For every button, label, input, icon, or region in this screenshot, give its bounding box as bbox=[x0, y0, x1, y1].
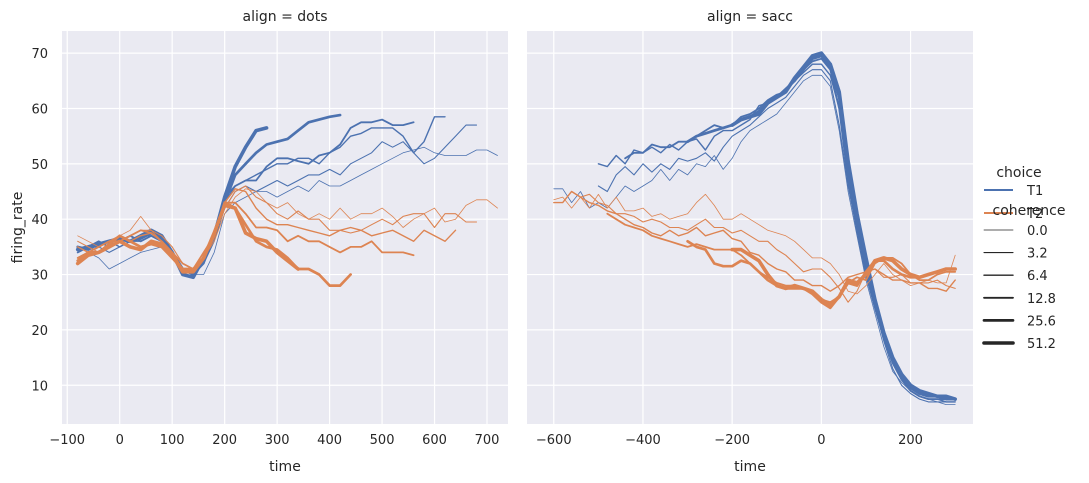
series-line-t2-coh-25-6 bbox=[686, 239, 957, 310]
series-lines bbox=[553, 51, 958, 406]
x-tick-label: −100 bbox=[49, 433, 85, 448]
x-tick-label: 500 bbox=[370, 433, 395, 448]
series-line-t1-coh-51-2 bbox=[730, 51, 958, 401]
panel-align-sacc: −600 −400 −200 0 200 align = sacc time bbox=[527, 9, 973, 475]
panel-title: align = dots bbox=[243, 9, 328, 25]
legend-label-t1: T1 bbox=[1026, 184, 1043, 199]
x-tick-label: 100 bbox=[160, 433, 185, 448]
legend-label-t2: T2 bbox=[1026, 207, 1043, 222]
series-line-t2-coh-12-8 bbox=[76, 201, 415, 270]
series-line-t2-coh-6-4 bbox=[553, 190, 956, 292]
legend-coherence-label: 0.0 bbox=[1027, 224, 1048, 239]
y-tick-label: 50 bbox=[31, 158, 48, 173]
y-tick-label: 60 bbox=[31, 102, 48, 117]
series-line-t2-coh-51-2 bbox=[75, 203, 300, 274]
series-line-t2-coh-51-2 bbox=[730, 247, 958, 307]
legend-choice-entries: T1 T2 bbox=[984, 184, 1043, 222]
plot-background bbox=[527, 31, 973, 424]
x-tick-label: 200 bbox=[898, 433, 923, 448]
series-line-t1-coh-3-2 bbox=[597, 69, 956, 403]
x-tick-label: 200 bbox=[212, 433, 237, 448]
x-tick-label: 300 bbox=[265, 433, 290, 448]
x-tick-label: 0 bbox=[116, 433, 124, 448]
y-tick-label: 40 bbox=[31, 213, 48, 228]
x-axis-label: time bbox=[734, 459, 766, 475]
y-tick-label: 70 bbox=[31, 47, 48, 62]
x-tick-label: −400 bbox=[625, 433, 661, 448]
legend-coherence-label: 51.2 bbox=[1027, 337, 1056, 352]
x-tick-label: 0 bbox=[817, 433, 825, 448]
x-axis-label: time bbox=[269, 459, 301, 475]
series-line-t1-coh-0-0 bbox=[553, 74, 956, 406]
x-tick-label: 400 bbox=[317, 433, 342, 448]
series-line-t2-coh-0-0 bbox=[553, 193, 956, 295]
y-tick-label: 20 bbox=[31, 324, 48, 339]
series-line-t2-coh-0-0 bbox=[77, 188, 498, 270]
gridlines bbox=[527, 31, 973, 424]
legend-coherence-label: 3.2 bbox=[1027, 247, 1048, 262]
legend-coherence-label: 12.8 bbox=[1027, 292, 1056, 307]
y-tick-label: 30 bbox=[31, 269, 48, 284]
series-lines bbox=[75, 113, 498, 287]
x-tick-label: 600 bbox=[422, 433, 447, 448]
legend-coherence-entries: 0.0 3.2 6.4 12.8 25.6 51.2 bbox=[982, 224, 1056, 352]
y-axis-label: firing_rate bbox=[10, 192, 26, 264]
legend-coherence-title: coherence bbox=[993, 203, 1066, 219]
series-line-t2-coh-12-8 bbox=[606, 212, 957, 304]
panel-align-dots: −100 0 100 200 300 400 500 600 700 10 20 30 40 50 60 70… bbox=[10, 9, 508, 475]
legend-choice-title: choice bbox=[996, 165, 1041, 181]
legend-coherence-label: 6.4 bbox=[1027, 269, 1048, 284]
x-tick-label: −600 bbox=[536, 433, 572, 448]
plot-background bbox=[62, 31, 508, 424]
legend-coherence-label: 25.6 bbox=[1027, 314, 1056, 329]
panel-title: align = sacc bbox=[707, 9, 793, 25]
tick-labels: −100 0 100 200 300 400 500 600 700 10 20 30 40 50 60 70 bbox=[31, 47, 499, 448]
x-tick-label: −200 bbox=[714, 433, 750, 448]
tick-labels: −600 −400 −200 0 200 bbox=[536, 433, 923, 448]
series-line-t1-coh-0-0 bbox=[77, 146, 498, 275]
legend: choice T1 T2 coherence 0.0 3.2 6.4 12.8 25.6 5… bbox=[982, 165, 1066, 352]
y-tick-label: 10 bbox=[31, 379, 48, 394]
series-line-t2-coh-3-2 bbox=[571, 190, 956, 303]
series-line-t2-coh-6-4 bbox=[76, 188, 457, 273]
x-tick-label: 700 bbox=[475, 433, 500, 448]
